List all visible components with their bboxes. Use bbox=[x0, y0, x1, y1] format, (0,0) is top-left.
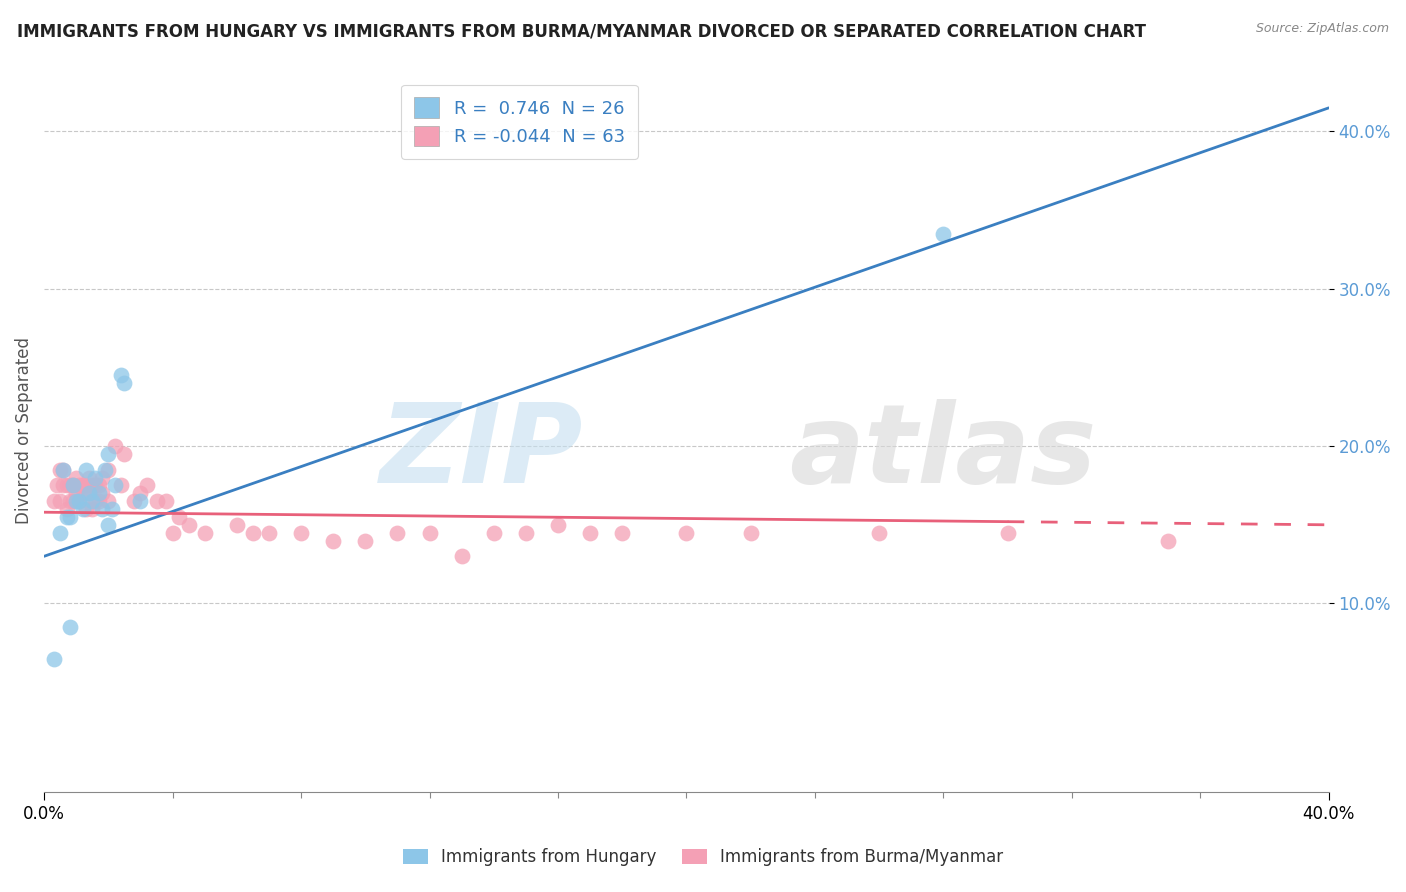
Point bbox=[59, 478, 82, 492]
Point bbox=[55, 502, 77, 516]
Point bbox=[42, 651, 65, 665]
Point bbox=[69, 494, 91, 508]
Text: atlas: atlas bbox=[789, 399, 1097, 506]
Point bbox=[65, 494, 87, 508]
Point bbox=[52, 463, 75, 477]
Point bbox=[579, 525, 602, 540]
Point bbox=[49, 494, 72, 508]
Point bbox=[257, 525, 280, 540]
Point bbox=[52, 478, 75, 492]
Point bbox=[87, 486, 110, 500]
Point bbox=[167, 510, 190, 524]
Text: ZIP: ZIP bbox=[380, 399, 583, 506]
Point bbox=[77, 470, 100, 484]
Point bbox=[42, 494, 65, 508]
Point bbox=[1157, 533, 1180, 548]
Point bbox=[100, 502, 122, 516]
Point bbox=[69, 494, 91, 508]
Point bbox=[62, 494, 84, 508]
Point bbox=[104, 439, 127, 453]
Point bbox=[418, 525, 440, 540]
Point bbox=[97, 447, 120, 461]
Point bbox=[46, 478, 69, 492]
Point bbox=[112, 447, 135, 461]
Point bbox=[387, 525, 409, 540]
Point bbox=[55, 478, 77, 492]
Point bbox=[59, 620, 82, 634]
Point bbox=[515, 525, 537, 540]
Point bbox=[194, 525, 217, 540]
Point bbox=[82, 502, 104, 516]
Point bbox=[177, 517, 200, 532]
Point bbox=[225, 517, 247, 532]
Legend: Immigrants from Hungary, Immigrants from Burma/Myanmar: Immigrants from Hungary, Immigrants from… bbox=[395, 840, 1011, 875]
Point bbox=[49, 463, 72, 477]
Point bbox=[112, 376, 135, 391]
Point bbox=[87, 478, 110, 492]
Point bbox=[129, 494, 152, 508]
Point bbox=[72, 486, 94, 500]
Point bbox=[75, 502, 97, 516]
Point bbox=[49, 525, 72, 540]
Point bbox=[82, 478, 104, 492]
Point bbox=[97, 463, 120, 477]
Point bbox=[129, 486, 152, 500]
Point bbox=[90, 502, 112, 516]
Point bbox=[322, 533, 344, 548]
Point bbox=[65, 470, 87, 484]
Point bbox=[55, 510, 77, 524]
Point bbox=[82, 494, 104, 508]
Point bbox=[84, 470, 107, 484]
Point bbox=[62, 478, 84, 492]
Text: Source: ZipAtlas.com: Source: ZipAtlas.com bbox=[1256, 22, 1389, 36]
Point bbox=[162, 525, 184, 540]
Point bbox=[612, 525, 634, 540]
Point bbox=[87, 494, 110, 508]
Point bbox=[59, 494, 82, 508]
Point bbox=[84, 494, 107, 508]
Point bbox=[72, 502, 94, 516]
Point bbox=[52, 463, 75, 477]
Point bbox=[932, 227, 955, 241]
Point bbox=[90, 486, 112, 500]
Point bbox=[59, 510, 82, 524]
Point bbox=[75, 463, 97, 477]
Point bbox=[997, 525, 1019, 540]
Point bbox=[90, 470, 112, 484]
Y-axis label: Divorced or Separated: Divorced or Separated bbox=[15, 337, 32, 524]
Point bbox=[354, 533, 377, 548]
Text: IMMIGRANTS FROM HUNGARY VS IMMIGRANTS FROM BURMA/MYANMAR DIVORCED OR SEPARATED C: IMMIGRANTS FROM HUNGARY VS IMMIGRANTS FR… bbox=[17, 22, 1146, 40]
Point bbox=[72, 478, 94, 492]
Point bbox=[547, 517, 569, 532]
Point bbox=[482, 525, 505, 540]
Point bbox=[122, 494, 145, 508]
Point bbox=[69, 478, 91, 492]
Point bbox=[75, 478, 97, 492]
Point bbox=[97, 494, 120, 508]
Point bbox=[77, 486, 100, 500]
Point bbox=[868, 525, 890, 540]
Point bbox=[110, 368, 132, 383]
Point bbox=[155, 494, 177, 508]
Point bbox=[135, 478, 157, 492]
Point bbox=[675, 525, 697, 540]
Point bbox=[290, 525, 312, 540]
Point bbox=[97, 517, 120, 532]
Point bbox=[104, 478, 127, 492]
Point bbox=[84, 478, 107, 492]
Legend: R =  0.746  N = 26, R = -0.044  N = 63: R = 0.746 N = 26, R = -0.044 N = 63 bbox=[401, 85, 637, 159]
Point bbox=[77, 486, 100, 500]
Point bbox=[110, 478, 132, 492]
Point bbox=[65, 486, 87, 500]
Point bbox=[450, 549, 472, 564]
Point bbox=[94, 463, 117, 477]
Point bbox=[740, 525, 762, 540]
Point bbox=[242, 525, 264, 540]
Point bbox=[62, 478, 84, 492]
Point bbox=[145, 494, 167, 508]
